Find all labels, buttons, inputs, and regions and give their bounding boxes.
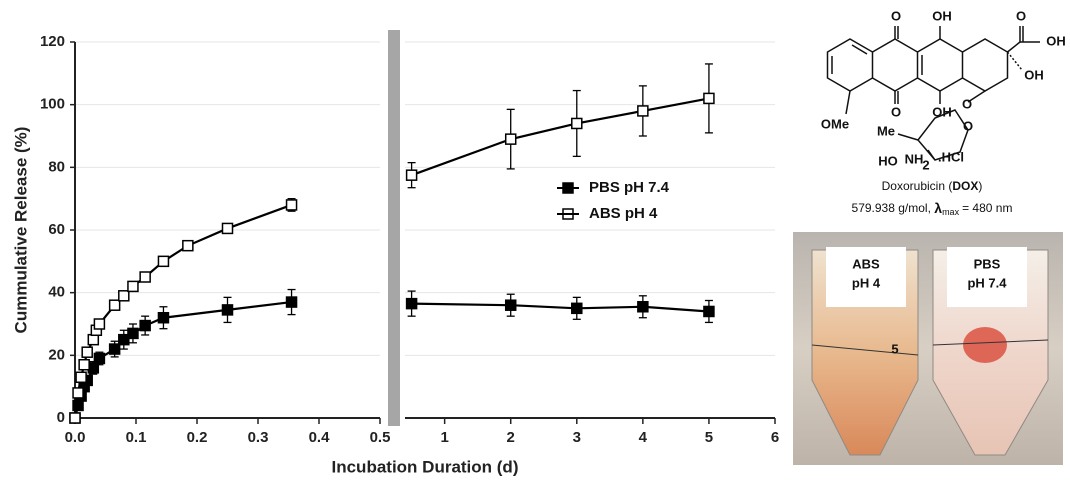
x-tick-label: 6 xyxy=(771,429,779,446)
marker xyxy=(405,169,418,181)
marker xyxy=(87,333,100,346)
tube-mark: 5 xyxy=(891,341,898,356)
x-tick-label: 0.1 xyxy=(126,429,147,446)
photo: ABS pH 4 PBS pH 7.4 5 xyxy=(793,232,1063,465)
marker xyxy=(182,239,194,252)
atom-label: O xyxy=(1016,8,1026,23)
axis-break xyxy=(388,30,400,426)
marker xyxy=(93,318,106,330)
marker xyxy=(504,299,517,311)
x-tick-label: 1 xyxy=(440,429,448,446)
x-tick-label: 0.5 xyxy=(370,429,391,446)
x-tick-label: 0.2 xyxy=(187,429,208,446)
x-tick-label: 3 xyxy=(573,429,581,446)
y-axis-label: Cummulative Release (%) xyxy=(11,127,30,334)
caption-abbr: DOX xyxy=(952,179,978,193)
x-tick-label: 4 xyxy=(639,429,648,446)
marker xyxy=(118,333,130,346)
y-tick-label: 40 xyxy=(48,284,65,301)
marker xyxy=(637,301,649,313)
atom-label: Me xyxy=(877,123,895,138)
atom-label: OMe xyxy=(821,116,849,131)
marker xyxy=(637,105,649,117)
y-tick-label: 80 xyxy=(48,158,65,175)
marker xyxy=(108,343,121,355)
legend-label: ABS pH 4 xyxy=(589,205,658,222)
x-tick-label: 5 xyxy=(705,429,713,446)
marker xyxy=(571,302,583,315)
atom-label: O xyxy=(891,104,901,119)
marker xyxy=(504,133,517,145)
marker xyxy=(139,271,151,283)
atom-label: NH xyxy=(905,151,924,166)
structure xyxy=(826,26,1040,161)
lambda-value: = 480 nm xyxy=(962,201,1012,215)
y-tick-label: 0 xyxy=(57,409,65,426)
marker xyxy=(703,305,715,318)
marker xyxy=(571,117,583,130)
marker xyxy=(69,412,81,424)
marker xyxy=(157,255,170,268)
lambda: λ xyxy=(934,200,942,216)
marker xyxy=(157,311,170,324)
y-tick-label: 120 xyxy=(40,33,65,50)
atom-label: O xyxy=(962,96,972,111)
mass: 579.938 g/mol, xyxy=(852,201,931,215)
marker xyxy=(72,387,84,399)
marker xyxy=(118,290,130,302)
marker xyxy=(405,297,418,310)
series-line xyxy=(411,97,710,177)
right-label: pH 7.4 xyxy=(967,275,1007,290)
caption-close: ) xyxy=(978,179,982,193)
atom-label: O xyxy=(963,118,973,133)
marker xyxy=(139,319,151,332)
x-tick-label: 0.0 xyxy=(65,429,86,446)
caption-name-text: Doxorubicin ( xyxy=(882,179,953,193)
marker xyxy=(127,327,139,340)
lambda-sub: max xyxy=(942,207,960,217)
marker xyxy=(221,304,234,316)
series-line xyxy=(411,302,710,313)
x-tick-label: 0.4 xyxy=(309,429,331,446)
series-line xyxy=(73,203,292,419)
marker xyxy=(81,346,93,358)
atom-label: OH xyxy=(932,104,952,119)
left-label: ABS xyxy=(852,256,880,271)
marker xyxy=(78,358,90,371)
atom-label: OH xyxy=(1024,67,1044,82)
marker xyxy=(285,199,298,211)
x-tick-label: 0.3 xyxy=(248,429,269,446)
x-axis-label: Incubation Duration (d) xyxy=(332,457,519,476)
right-label: PBS xyxy=(974,256,1001,271)
atom-label: O xyxy=(891,8,901,23)
caption-props: 579.938 g/mol, λmax = 480 nm xyxy=(852,200,1013,218)
x-tick-label: 2 xyxy=(507,429,515,446)
y-tick-label: 20 xyxy=(48,346,65,363)
atom-label: 2 xyxy=(922,157,929,172)
marker xyxy=(93,352,106,365)
left-label: pH 4 xyxy=(852,275,881,290)
marker xyxy=(703,92,715,105)
y-tick-label: 60 xyxy=(48,221,65,238)
marker xyxy=(75,371,87,384)
atom-label: OH xyxy=(1046,33,1066,48)
atom-label: .HCl xyxy=(938,149,964,164)
caption-name: Doxorubicin (DOX) xyxy=(882,179,983,193)
marker xyxy=(108,299,121,311)
series-line xyxy=(73,300,292,419)
legend-label: PBS pH 7.4 xyxy=(589,179,670,196)
marker xyxy=(127,280,139,293)
y-tick-label: 100 xyxy=(40,96,65,113)
marker xyxy=(285,296,298,308)
atom-label: HO xyxy=(878,153,898,168)
marker xyxy=(221,222,234,235)
atom-label: OH xyxy=(932,8,952,23)
